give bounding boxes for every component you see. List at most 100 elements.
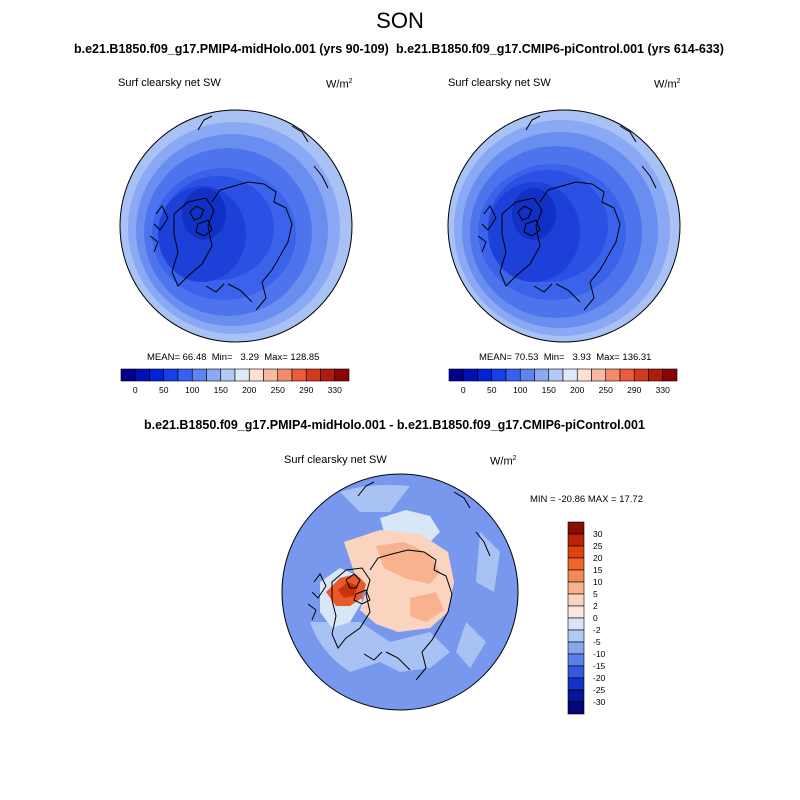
colorbar-swatch — [248, 368, 264, 382]
panel1-map-border — [119, 109, 353, 343]
difference-coastlines — [307, 481, 491, 681]
colorbar-swatch — [567, 605, 585, 619]
colorbar-swatch — [505, 368, 521, 382]
colorbar-swatch — [277, 368, 293, 382]
colorbar-swatch — [149, 368, 165, 382]
colorbar-swatch — [567, 581, 585, 595]
colorbar-tick-label: 50 — [487, 385, 497, 395]
colorbar-tick-label: 200 — [570, 385, 584, 395]
panel1-variable-label: Surf clearsky net SW — [118, 77, 221, 89]
colorbar-swatch — [206, 368, 222, 382]
field-light-patch — [310, 622, 450, 672]
panel1-units: W/m2 — [326, 78, 353, 91]
colorbar-tick-label: 0 — [461, 385, 466, 395]
colorbar-swatch — [567, 545, 585, 559]
panel2-run-title: b.e21.B1850.f09_g17.CMIP6-piControl.001 … — [396, 42, 724, 56]
colorbar-swatch — [633, 368, 649, 382]
colorbar-tick-label: 290 — [299, 385, 313, 395]
colorbar-swatch — [567, 629, 585, 643]
colorbar-tick-label: -5 — [593, 637, 601, 647]
field-warm2-patch — [410, 592, 444, 622]
field-hot2-patch — [338, 582, 358, 598]
colorbar-swatch — [120, 368, 136, 382]
colorbar-swatch — [548, 368, 564, 382]
colorbar-tick-label: 330 — [656, 385, 670, 395]
colorbar-tick-label: -20 — [593, 673, 606, 683]
colorbar-tick-label: 50 — [159, 385, 169, 395]
colorbar-swatch — [567, 557, 585, 571]
colorbar-swatch — [163, 368, 179, 382]
colorbar-swatch — [477, 368, 493, 382]
panel2-stats: MEAN= 70.53 Min= 3.93 Max= 136.31 — [479, 352, 652, 363]
difference-title: b.e21.B1850.f09_g17.PMIP4-midHolo.001 - … — [144, 418, 645, 432]
colorbar-swatch — [534, 368, 550, 382]
colorbar-swatch — [662, 368, 678, 382]
colorbar-swatch — [562, 368, 578, 382]
colorbar-swatch — [567, 569, 585, 583]
colorbar-swatch — [177, 368, 193, 382]
colorbar-swatch — [263, 368, 279, 382]
difference-variable-label: Surf clearsky net SW — [284, 454, 387, 466]
panel2-field — [448, 110, 680, 342]
colorbar-swatch — [567, 533, 585, 547]
field-ring-8 — [512, 188, 556, 240]
colorbar-swatch — [567, 641, 585, 655]
colorbar-swatch — [305, 368, 321, 382]
colorbar-swatch — [567, 593, 585, 607]
panel1-run-title: b.e21.B1850.f09_g17.PMIP4-midHolo.001 (y… — [74, 42, 389, 56]
colorbar-tick-label: 2 — [593, 601, 598, 611]
panel1-coastlines — [149, 115, 329, 311]
colorbar-swatch — [576, 368, 592, 382]
colorbar-tick-label: 250 — [599, 385, 613, 395]
panel1-field — [120, 110, 352, 342]
colorbar-swatch — [448, 368, 464, 382]
colorbar-tick-label: 0 — [593, 613, 598, 623]
colorbar-tick-label: -15 — [593, 661, 606, 671]
colorbar-swatch — [291, 368, 307, 382]
panel2-colorbar: 0 50 100 150 200 250 290 330 — [448, 368, 678, 395]
colorbar-tick-label: -25 — [593, 685, 606, 695]
colorbar-swatch — [191, 368, 207, 382]
colorbar-swatch — [567, 653, 585, 667]
colorbar-tick-label: 0 — [133, 385, 138, 395]
colorbar-tick-label: -2 — [593, 625, 601, 635]
colorbar-swatch — [567, 701, 585, 715]
difference-field — [282, 474, 518, 710]
colorbar-tick-label: -10 — [593, 649, 606, 659]
colorbar-swatch — [491, 368, 507, 382]
panel2-variable-label: Surf clearsky net SW — [448, 77, 551, 89]
field-light-patch — [476, 532, 500, 592]
colorbar-tick-label: 15 — [593, 565, 603, 575]
colorbar-tick-label: 10 — [593, 577, 603, 587]
panel1-colorbar: 0 50 100 150 200 250 290 330 — [120, 368, 350, 395]
colorbar-swatch — [519, 368, 535, 382]
colorbar-swatch — [648, 368, 664, 382]
colorbar-swatch — [619, 368, 635, 382]
colorbar-swatch — [567, 665, 585, 679]
field-light-patch — [456, 622, 486, 668]
colorbar-tick-label: 200 — [242, 385, 256, 395]
colorbar-tick-label: 20 — [593, 553, 603, 563]
colorbar-swatch — [567, 677, 585, 691]
colorbar-swatch — [462, 368, 478, 382]
colorbar-swatch — [567, 689, 585, 703]
colorbar-tick-label: -30 — [593, 697, 606, 707]
colorbar-swatch — [220, 368, 236, 382]
difference-polar-map — [281, 473, 519, 711]
difference-map-border — [281, 473, 519, 711]
colorbar-tick-label: 5 — [593, 589, 598, 599]
panel2-units: W/m2 — [654, 78, 681, 91]
colorbar-tick-label: 250 — [271, 385, 285, 395]
colorbar-swatch — [320, 368, 336, 382]
colorbar-swatch — [605, 368, 621, 382]
colorbar-tick-label: 330 — [328, 385, 342, 395]
panel2-map-border — [447, 109, 681, 343]
panel1-polar-map — [119, 109, 353, 343]
panel1-stats: MEAN= 66.48 Min= 3.29 Max= 128.85 — [147, 352, 320, 363]
field-ring-8 — [182, 188, 226, 240]
panel2-polar-map — [447, 109, 681, 343]
colorbar-tick-label: 290 — [627, 385, 641, 395]
field-light-patch — [340, 484, 410, 512]
colorbar-swatch — [567, 617, 585, 631]
